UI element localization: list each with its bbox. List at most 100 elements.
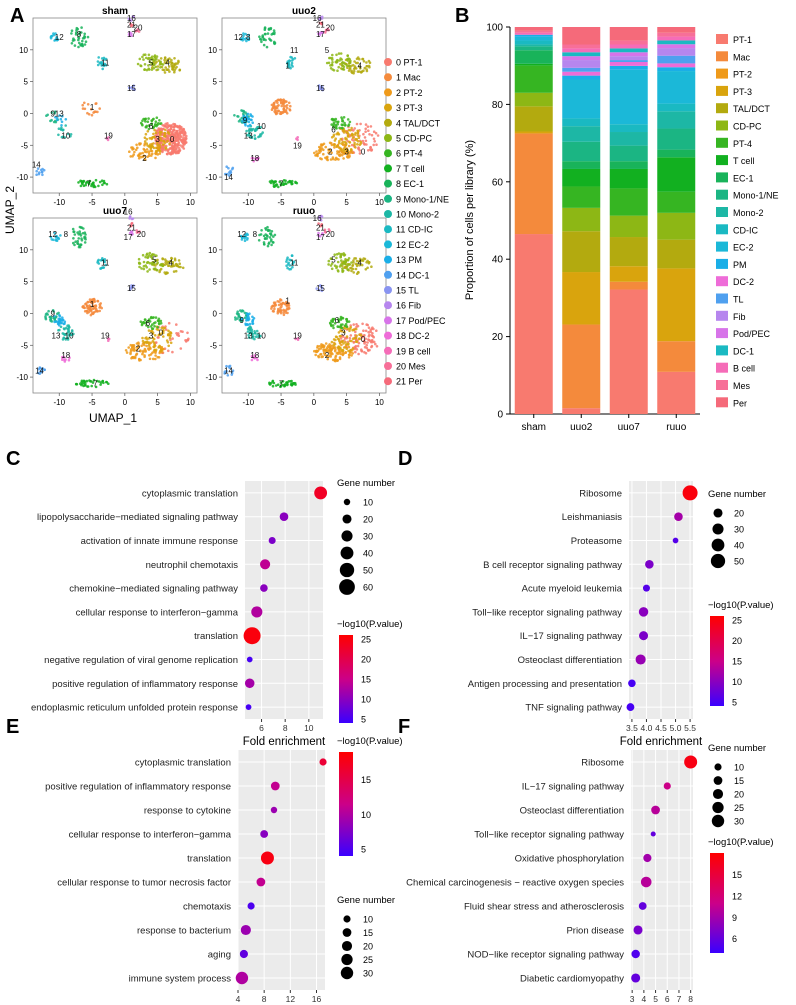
umap-point-cluster-4 bbox=[163, 271, 166, 274]
dot-translation bbox=[260, 851, 274, 865]
umap-point-cluster-0 bbox=[167, 349, 170, 353]
umap-point-cluster-7 bbox=[97, 184, 100, 188]
umap-point-cluster-5 bbox=[156, 68, 160, 71]
umap-point-cluster-8 bbox=[270, 230, 274, 233]
bar-segment-cd-ic bbox=[562, 118, 601, 127]
umap-point-cluster-0 bbox=[369, 328, 372, 332]
umap-point-cluster-6 bbox=[332, 326, 335, 330]
umap-point-cluster-2 bbox=[128, 150, 131, 153]
umap-point-cluster-7 bbox=[283, 182, 287, 185]
umap-ytick-label: 0 bbox=[24, 309, 29, 318]
umap-cluster-label-5: 5 bbox=[149, 59, 154, 68]
umap-point-cluster-10 bbox=[59, 128, 63, 131]
umap-ytick-label: -5 bbox=[210, 141, 218, 150]
umap-legend-item: 5 CD-PC bbox=[396, 134, 433, 144]
umap-ytick-label: 0 bbox=[24, 109, 29, 118]
umap-point-cluster-7 bbox=[283, 384, 286, 388]
umap-point-cluster-4 bbox=[163, 258, 167, 261]
umap-point-cluster-0 bbox=[355, 323, 358, 326]
dot-xtick-label: 3.5 bbox=[626, 723, 638, 733]
umap-point-cluster-4 bbox=[352, 261, 355, 264]
umap-point-cluster-1 bbox=[94, 110, 97, 113]
umap-cluster-label-0: 0 bbox=[361, 148, 366, 157]
umap-point-cluster-4 bbox=[357, 271, 360, 274]
umap-point-cluster-4 bbox=[173, 70, 176, 74]
bar-legend-swatch bbox=[716, 345, 728, 356]
umap-point-cluster-6 bbox=[154, 120, 158, 123]
umap-point-cluster-0 bbox=[352, 323, 356, 326]
umap-point-cluster-4 bbox=[172, 64, 175, 67]
umap-point-cluster-5 bbox=[330, 267, 334, 271]
dot-tnf-signaling-pathway bbox=[626, 703, 635, 712]
umap-legend-swatch bbox=[384, 270, 392, 279]
umap-point-cluster-17 bbox=[130, 230, 134, 234]
umap-point-cluster-2 bbox=[148, 354, 151, 357]
umap-point-cluster-1 bbox=[284, 311, 288, 314]
umap-point-cluster-10 bbox=[253, 337, 256, 341]
dot-term-label: chemotaxis bbox=[183, 902, 231, 913]
umap-point-cluster-12 bbox=[239, 234, 243, 238]
bar-segment-tl bbox=[562, 67, 601, 72]
dot-term-label: response to bacterium bbox=[137, 926, 231, 937]
umap-point-cluster-2 bbox=[140, 344, 143, 348]
umap-point-cluster-19 bbox=[106, 337, 110, 340]
umap-point-cluster-0 bbox=[183, 133, 187, 136]
umap-point-cluster-0 bbox=[170, 135, 173, 138]
umap-point-cluster-0 bbox=[352, 341, 356, 344]
umap-point-cluster-7 bbox=[294, 181, 297, 184]
umap-point-cluster-0 bbox=[354, 330, 357, 334]
umap-point-cluster-13 bbox=[61, 114, 64, 118]
umap-point-cluster-13 bbox=[251, 318, 255, 322]
dot-xtick-label: 5.5 bbox=[684, 723, 696, 733]
umap-point-cluster-1 bbox=[81, 103, 84, 107]
umap-cluster-label-15: 15 bbox=[316, 84, 325, 93]
umap-point-cluster-2 bbox=[318, 345, 322, 348]
umap-point-cluster-21 bbox=[318, 21, 322, 25]
umap-point-cluster-4 bbox=[365, 68, 369, 71]
bar-segment-pt-1 bbox=[609, 289, 648, 414]
umap-point-cluster-2 bbox=[338, 357, 342, 361]
umap-point-cluster-10 bbox=[66, 338, 70, 341]
umap-point-cluster-12 bbox=[55, 35, 59, 39]
umap-point-cluster-3 bbox=[161, 143, 165, 146]
bar-legend-item: EC-1 bbox=[733, 173, 754, 183]
umap-point-cluster-8 bbox=[76, 239, 79, 243]
umap-point-cluster-6 bbox=[336, 122, 340, 126]
umap-point-cluster-6 bbox=[156, 319, 160, 322]
umap-point-cluster-7 bbox=[278, 180, 282, 184]
umap-point-cluster-5 bbox=[341, 267, 344, 270]
color-legend-value: 5 bbox=[361, 845, 366, 855]
umap-point-cluster-3 bbox=[158, 333, 161, 336]
bar-segment-ec-2 bbox=[562, 79, 601, 119]
umap-point-cluster-18 bbox=[68, 356, 71, 360]
umap-point-cluster-5 bbox=[338, 265, 342, 268]
umap-point-cluster-5 bbox=[343, 262, 347, 266]
umap-point-cluster-4 bbox=[165, 61, 169, 64]
umap-point-cluster-18 bbox=[250, 358, 254, 362]
size-legend-value: 10 bbox=[734, 763, 744, 773]
umap-point-cluster-5 bbox=[330, 262, 334, 265]
bar-legend-swatch bbox=[716, 380, 728, 390]
umap-point-cluster-2 bbox=[315, 150, 318, 153]
umap-point-cluster-5 bbox=[346, 54, 350, 58]
umap-point-cluster-17 bbox=[130, 34, 133, 37]
umap-legend-swatch bbox=[384, 346, 392, 355]
bar-segment-dc-2 bbox=[562, 71, 601, 76]
umap-point-cluster-2 bbox=[340, 150, 344, 154]
umap-point-cluster-1 bbox=[279, 306, 282, 310]
umap-point-cluster-7 bbox=[105, 380, 108, 384]
umap-point-cluster-6 bbox=[340, 116, 343, 119]
umap-point-cluster-2 bbox=[351, 352, 355, 355]
umap-point-cluster-2 bbox=[142, 154, 146, 158]
umap-point-cluster-0 bbox=[170, 131, 173, 134]
umap-point-cluster-16 bbox=[319, 16, 322, 19]
umap-point-cluster-18 bbox=[254, 157, 257, 160]
umap-point-cluster-1 bbox=[276, 300, 280, 303]
umap-cluster-label-3: 3 bbox=[341, 329, 346, 338]
umap-point-cluster-2 bbox=[158, 152, 162, 155]
umap-point-cluster-7 bbox=[276, 383, 280, 387]
color-legend-bar bbox=[710, 853, 724, 953]
umap-point-cluster-12 bbox=[54, 32, 57, 35]
